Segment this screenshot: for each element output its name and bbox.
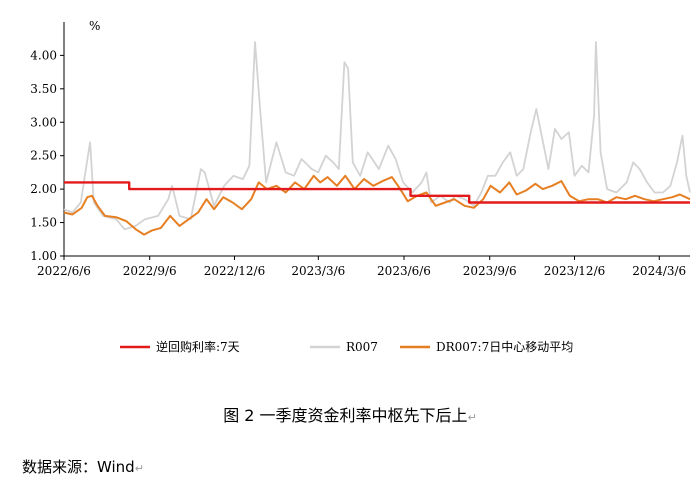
x-tick-label: 2023/3/6 <box>291 264 345 278</box>
y-tick-label: 4.00 <box>30 48 57 62</box>
line-chart: 1.001.502.002.503.003.504.00 2022/6/6 202… <box>30 19 691 354</box>
x-tick-label: 2023/12/6 <box>544 264 606 278</box>
x-tick-label: 2024/3/6 <box>632 264 686 278</box>
legend-label-0: 逆回购利率:7天 <box>156 339 240 354</box>
y-tick-label: 3.50 <box>30 82 57 96</box>
x-tick-label: 2023/6/6 <box>377 264 431 278</box>
y-tick-label: 2.50 <box>30 149 57 163</box>
legend-label-1: R007 <box>346 340 378 354</box>
legend-label-2: DR007:7日中心移动平均 <box>436 339 573 354</box>
series-line-2 <box>63 174 691 236</box>
data-source: 数据来源：Wind↵ <box>22 458 144 476</box>
y-tick-label: 2.00 <box>30 182 57 196</box>
series-line-0 <box>64 181 690 204</box>
y-axis-unit: % <box>89 19 100 33</box>
figure-caption: 图 2 一季度资金利率中枢先下后上↵ <box>223 406 477 425</box>
y-tick-label: 1.00 <box>30 249 57 263</box>
y-tick-label: 1.50 <box>30 216 57 230</box>
x-tick-label: 2022/6/6 <box>37 264 91 278</box>
series-line-1 <box>63 41 691 231</box>
x-tick-label: 2022/9/6 <box>123 264 177 278</box>
series-lines <box>63 41 691 236</box>
x-axis: 2022/6/6 2022/9/6 2022/12/6 2023/3/6 2023/6/… <box>37 255 690 278</box>
y-tick-label: 3.00 <box>30 115 57 129</box>
y-axis: 1.00 1.50 2.00 2.50 3.00 3.50 4.00 <box>30 22 65 263</box>
legend: 逆回购利率:7天 R007 DR007:7日中心移动平均 <box>120 339 573 354</box>
x-tick-label: 2022/12/6 <box>204 264 266 278</box>
x-tick-label: 2023/9/6 <box>463 264 517 278</box>
